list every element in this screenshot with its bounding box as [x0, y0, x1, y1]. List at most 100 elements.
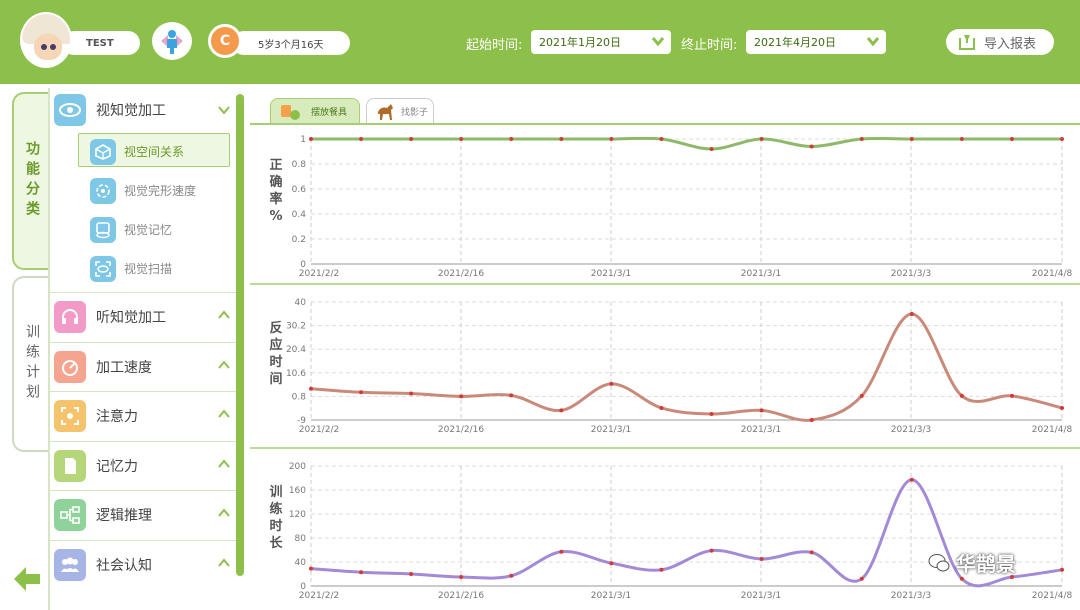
eye-icon	[54, 94, 86, 126]
y-tick-label: 20.4	[286, 345, 306, 355]
data-point	[759, 557, 764, 561]
age-pill: 5岁3个月16天	[232, 31, 350, 55]
end-date-select[interactable]: 2021年4月20日	[746, 30, 886, 54]
y-axis-label: 时	[269, 354, 282, 370]
divider	[48, 88, 50, 610]
end-date-value: 2021年4月20日	[754, 36, 836, 49]
data-point	[309, 386, 313, 391]
data-point	[959, 576, 964, 581]
tab-underline	[250, 123, 1080, 125]
category-label: 注意力	[96, 409, 138, 426]
x-tick-label: 2021/2/16	[438, 591, 484, 601]
x-tick-label: 2021/3/1	[741, 591, 781, 601]
y-axis-label: 确	[269, 174, 282, 190]
sidebar-scrollbar[interactable]	[236, 94, 244, 576]
data-point	[359, 137, 364, 141]
data-point	[809, 418, 814, 422]
data-point	[509, 573, 514, 578]
tab-training-plan-label: 训练计划	[24, 324, 40, 404]
series-line	[311, 136, 1062, 151]
sidebar-item-social-cognition[interactable]: 社会认知	[50, 541, 236, 591]
data-point	[409, 572, 414, 576]
data-point	[659, 567, 664, 572]
people-icon	[54, 549, 86, 582]
y-axis-label: %	[269, 209, 282, 224]
subitem-label: 视觉扫描	[124, 262, 173, 276]
data-point	[559, 549, 564, 554]
export-report-button[interactable]: 导入报表	[946, 29, 1054, 55]
sidebar-subitem-visual-scan[interactable]: 视觉扫描	[50, 249, 236, 288]
y-tick-label: 0.8	[292, 160, 307, 170]
category-label: 听知觉加工	[96, 310, 166, 327]
sidebar-item-auditory-processing[interactable]: 听知觉加工	[50, 293, 236, 343]
tab-function-category[interactable]: 功能分类	[12, 92, 50, 270]
y-axis-label: 间	[269, 371, 282, 387]
category-label: 逻辑推理	[96, 508, 152, 525]
data-point	[509, 137, 514, 141]
data-point	[609, 561, 614, 566]
x-tick-label: 2021/4/8	[1032, 591, 1073, 601]
export-label: 导入报表	[984, 36, 1037, 52]
boy-icon	[152, 22, 192, 60]
y-axis-label: 反	[269, 320, 282, 336]
sidebar-item-attention[interactable]: 注意力	[50, 392, 236, 442]
x-tick-label: 2021/3/3	[891, 425, 931, 435]
x-tick-label: 2021/3/1	[741, 425, 781, 435]
sidebar-item-processing-speed[interactable]: 加工速度	[50, 343, 236, 392]
y-tick-label: 10.6	[286, 369, 306, 379]
watermark-text: 华鹊景	[956, 552, 1016, 576]
data-point	[959, 393, 964, 398]
data-point	[959, 137, 964, 141]
data-point	[459, 394, 464, 399]
back-arrow-icon[interactable]	[12, 564, 42, 594]
tab-label: 摆放餐具	[311, 108, 348, 118]
y-tick-label: 40	[295, 558, 307, 568]
sidebar-subitem-visual-memory[interactable]: 视觉记忆	[50, 210, 236, 249]
data-point	[1009, 137, 1014, 141]
y-tick-label: 30.2	[286, 322, 306, 332]
tableware-icon	[281, 105, 300, 120]
subitem-label: 视空间关系	[124, 145, 185, 159]
data-point	[1060, 137, 1064, 141]
series-line	[310, 312, 1063, 422]
data-point	[909, 312, 914, 317]
sidebar-subitem-visual-closure-speed[interactable]: 视觉完形速度	[50, 171, 236, 210]
y-tick-label: 80	[295, 534, 307, 544]
data-point	[409, 391, 414, 396]
tab-training-plan[interactable]: 训练计划	[12, 276, 50, 452]
tab-tableware[interactable]: 摆放餐具	[270, 98, 360, 124]
x-tick-label: 2021/2/2	[299, 425, 339, 435]
horse-icon	[377, 104, 393, 120]
y-tick-label: 0	[300, 582, 306, 592]
focus-icon	[54, 400, 86, 433]
chevron-down-icon	[218, 106, 230, 115]
sidebar-item-logical-reasoning[interactable]: 逻辑推理	[50, 491, 236, 541]
header-bar: TEST 5岁3个月16天 C 起始时间: 2021年1月20日 终止时间: 2…	[0, 0, 1080, 84]
sidebar-subitem-spatial-relation[interactable]: 视空间关系	[50, 132, 236, 171]
data-point	[1060, 405, 1064, 410]
cube-icon	[90, 138, 116, 165]
y-tick-label: -9	[297, 416, 306, 426]
y-axis-label: 时	[269, 518, 282, 534]
x-tick-label: 2021/3/1	[591, 591, 631, 601]
flowchart-icon	[54, 499, 86, 532]
y-tick-label: 0.4	[292, 210, 307, 220]
data-point	[659, 405, 664, 410]
start-date-select[interactable]: 2021年1月20日	[531, 30, 671, 54]
headphones-icon	[54, 301, 86, 334]
data-point	[309, 137, 313, 141]
data-point	[809, 144, 814, 149]
x-tick-label: 2021/3/3	[891, 269, 931, 279]
y-tick-label: 160	[289, 486, 306, 496]
sidebar-item-memory[interactable]: 记忆力	[50, 442, 236, 491]
x-tick-label: 2021/2/16	[438, 269, 484, 279]
visual-memory-icon	[90, 216, 116, 243]
sidebar-item-visual-processing[interactable]: 视知觉加工	[50, 88, 236, 132]
data-point	[709, 147, 714, 151]
child-avatar-icon[interactable]	[20, 12, 72, 68]
chevron-up-icon	[218, 508, 230, 517]
x-tick-label: 2021/4/8	[1032, 425, 1073, 435]
tab-find-shadow[interactable]: 找影子	[366, 98, 434, 124]
end-date-label: 终止时间:	[681, 38, 738, 53]
subitem-label: 视觉完形速度	[124, 184, 197, 198]
